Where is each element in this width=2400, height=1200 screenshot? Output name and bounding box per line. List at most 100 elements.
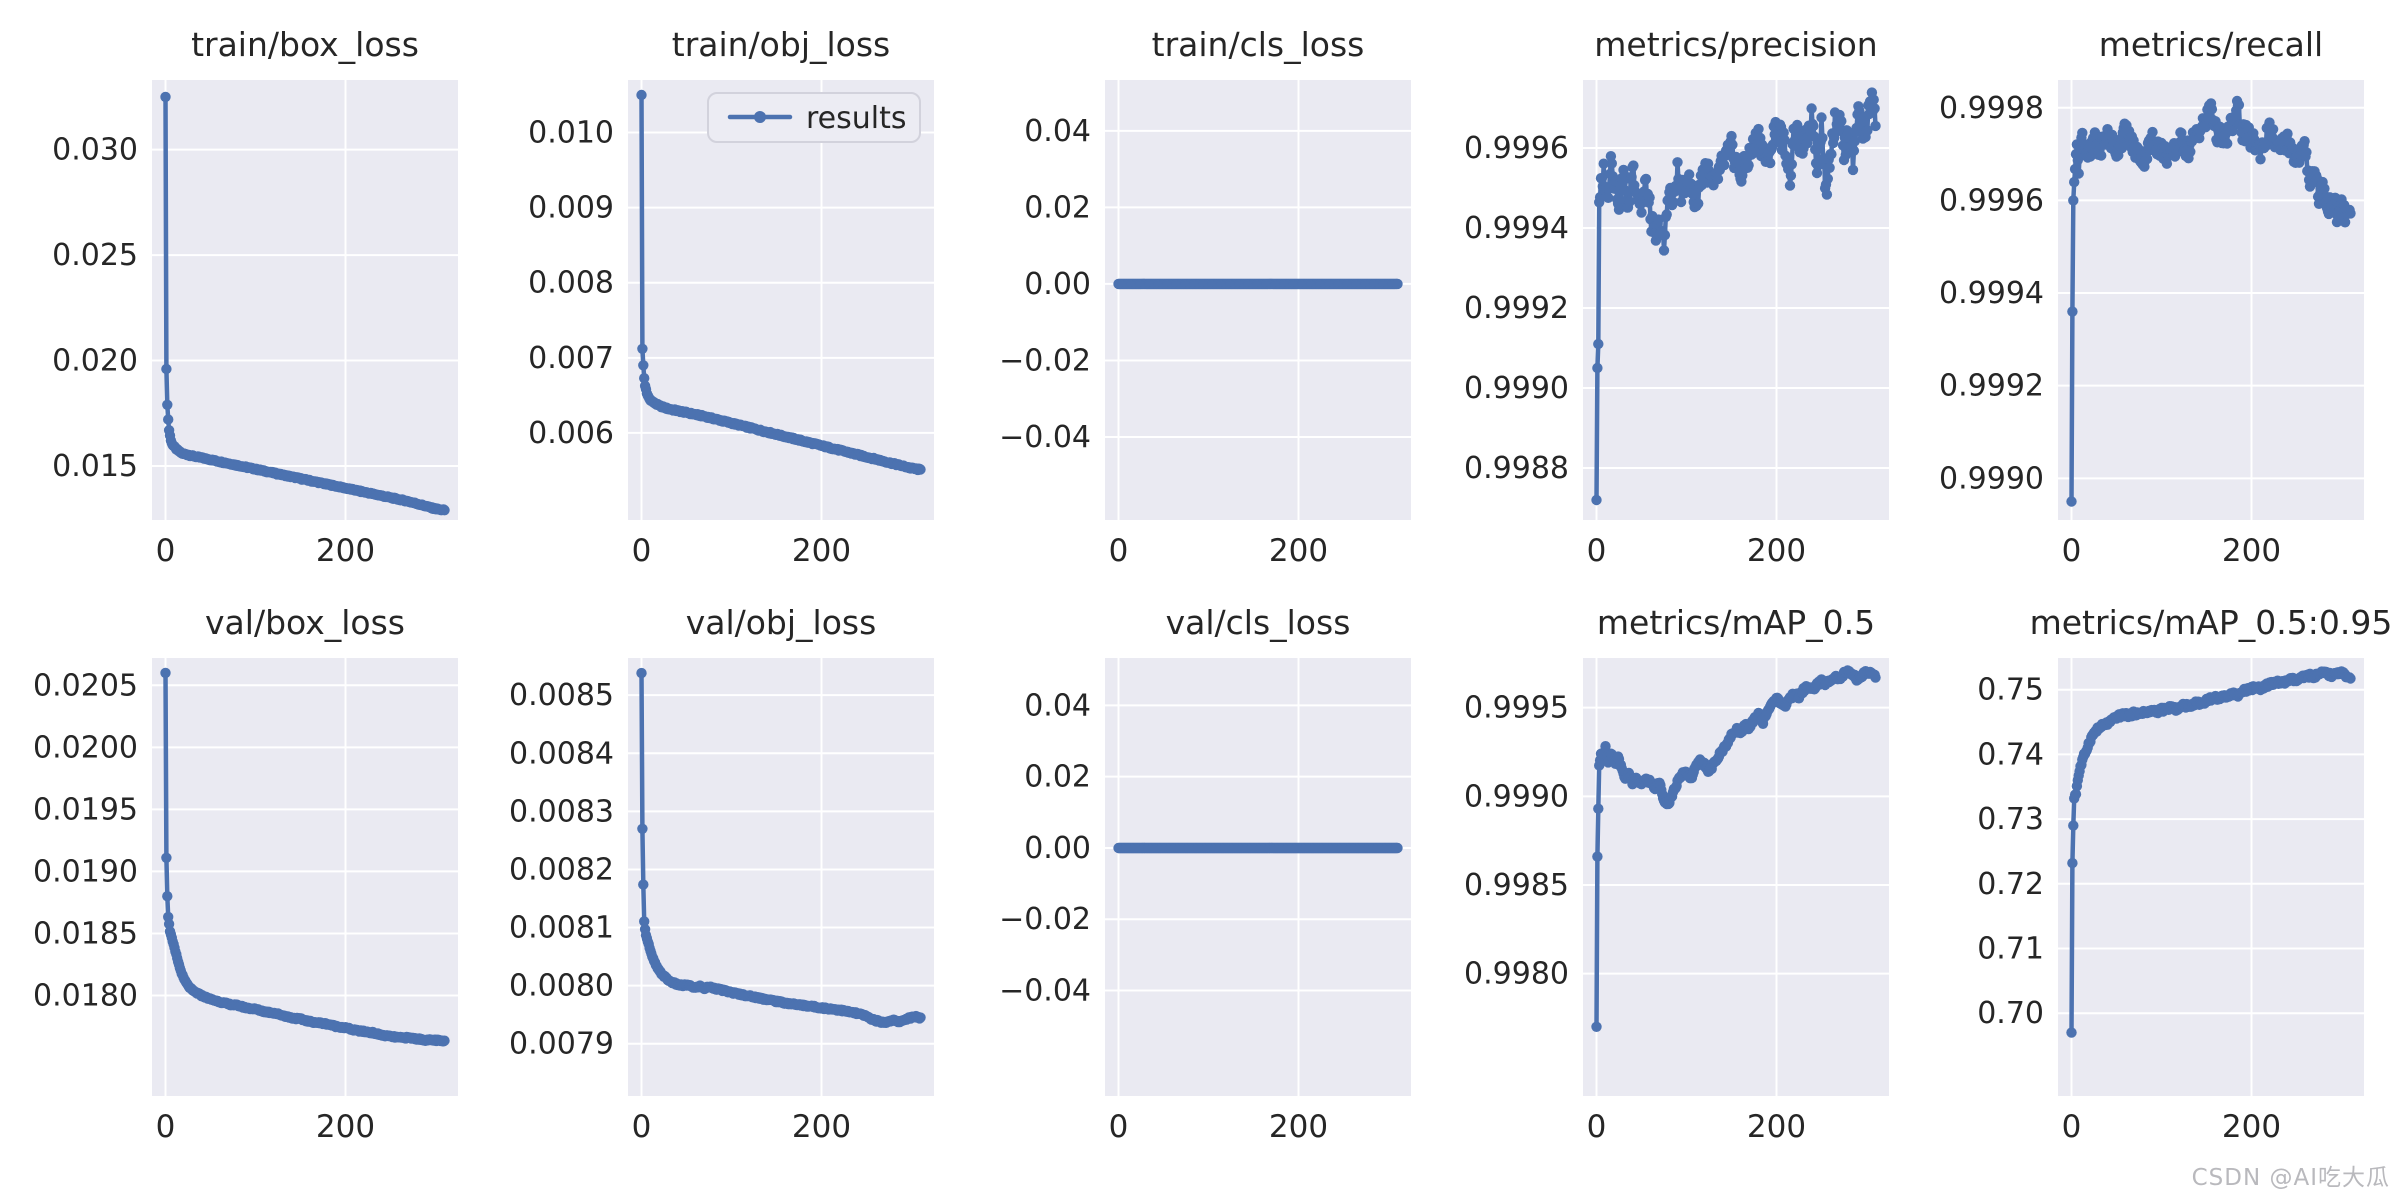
y-tick-label: 0.0200 [33, 730, 138, 765]
data-point [1592, 851, 1603, 862]
data-point [2185, 146, 2196, 157]
data-point [1784, 180, 1796, 191]
plot-panel [1105, 658, 1411, 1096]
data-point [2067, 306, 2078, 317]
x-tick-label: 0 [632, 1109, 652, 1145]
data-point [2068, 195, 2079, 206]
data-point [1603, 192, 1614, 203]
y-tick-label: 0.02 [1024, 190, 1091, 225]
data-point [2147, 126, 2158, 138]
legend-box [707, 92, 921, 143]
data-point [2066, 1027, 2077, 1038]
y-tick-label: 0.9988 [1464, 451, 1569, 486]
data-point [1743, 160, 1754, 171]
data-point [1672, 157, 1683, 168]
data-point [1392, 842, 1403, 854]
y-tick-label: 0.9992 [1464, 291, 1569, 326]
y-tick-label: 0.74 [1977, 737, 2044, 772]
series-markers [1113, 278, 1403, 290]
data-point [2068, 820, 2079, 831]
data-point [2222, 138, 2233, 149]
data-point [1836, 115, 1847, 127]
data-point [161, 852, 172, 863]
x-tick-label: 0 [1109, 1109, 1129, 1145]
data-point [1727, 139, 1738, 150]
watermark-text: CSDN @AI吃大瓜 [2191, 1165, 2390, 1191]
subplot-val-obj-loss: val/obj_loss 0.0085 0.0084 0.0083 0.0082 0.00… [509, 603, 934, 1145]
y-tick-label: 0.008 [528, 266, 614, 301]
plot-panel [2058, 80, 2364, 520]
data-point [636, 667, 647, 679]
data-point [639, 373, 650, 384]
subplot-title: metrics/recall [2099, 25, 2323, 64]
data-point [1826, 149, 1837, 160]
y-tick-label: 0.75 [1977, 673, 2044, 708]
subplot-metrics-map-0.5: metrics/mAP_0.5 0.9995 0.9990 0.9985 0.9980 0… [1464, 603, 1889, 1145]
data-point [1862, 125, 1873, 136]
y-tick-label: 0.9990 [1939, 461, 2044, 496]
data-point [1667, 196, 1679, 208]
data-point [636, 89, 647, 101]
subplot-title: metrics/precision [1594, 25, 1877, 64]
y-tick-label: 0.02 [1024, 760, 1091, 795]
y-tick-label: 0.9994 [1464, 211, 1569, 246]
data-point [1817, 132, 1828, 144]
data-point [1592, 362, 1603, 374]
data-point [1658, 245, 1670, 256]
subplot-title: val/cls_loss [1166, 603, 1351, 642]
data-point [1591, 494, 1602, 506]
y-tick-label: 0.0083 [509, 794, 614, 829]
y-tick-label: 0.72 [1977, 867, 2044, 902]
y-tick-label: 0.0205 [33, 668, 138, 703]
x-tick-label: 200 [792, 1109, 851, 1145]
data-point [1816, 112, 1827, 123]
data-point [162, 891, 173, 902]
subplot-title: metrics/mAP_0.5:0.95 [2030, 603, 2393, 642]
data-point [160, 91, 171, 103]
data-point [2069, 176, 2080, 188]
data-point [1870, 672, 1881, 683]
data-point [2255, 154, 2266, 165]
x-tick-label: 0 [632, 533, 652, 569]
data-point [163, 414, 174, 425]
y-tick-label: −0.02 [999, 902, 1091, 937]
x-tick-label: 0 [1109, 533, 1129, 569]
data-point [1786, 159, 1798, 170]
y-tick-label: 0.9998 [1939, 91, 2044, 126]
data-point [2096, 150, 2107, 161]
series-markers [1591, 665, 1881, 1032]
data-point [1659, 229, 1671, 241]
data-point [2176, 127, 2187, 139]
y-tick-label: 0.9992 [1939, 369, 2044, 404]
data-point [1636, 207, 1647, 218]
subplot-title: metrics/mAP_0.5 [1597, 603, 1875, 642]
plot-panel [1105, 80, 1411, 520]
y-tick-label: 0.0190 [33, 854, 138, 889]
data-point [1719, 159, 1730, 171]
y-tick-label: 0.030 [52, 133, 138, 168]
y-tick-label: 0.9990 [1464, 371, 1569, 406]
series-markers [2066, 666, 2356, 1038]
y-tick-label: 0.70 [1977, 996, 2044, 1031]
x-tick-label: 200 [316, 533, 375, 569]
subplot-title: train/box_loss [191, 25, 419, 64]
y-tick-label: 0.0082 [509, 852, 614, 887]
subplot-metrics-precision: metrics/precision 0.9996 0.9994 0.9992 0.999… [1464, 25, 1889, 569]
data-point [162, 399, 173, 410]
data-point [2345, 208, 2356, 219]
x-tick-label: 200 [316, 1109, 375, 1145]
data-point [1869, 103, 1880, 114]
data-point [638, 360, 649, 371]
x-tick-label: 0 [2062, 1109, 2082, 1145]
data-point [2319, 183, 2330, 194]
x-tick-label: 200 [792, 533, 851, 569]
y-tick-label: 0.9995 [1464, 691, 1569, 726]
data-point [1684, 169, 1695, 180]
y-tick-label: 0.025 [52, 238, 138, 273]
data-point [2200, 122, 2211, 133]
data-point [2299, 136, 2310, 147]
data-point [1675, 196, 1687, 208]
subplot-train-box-loss: train/box_loss 0.030 0.025 0.020 0.015 0 200 [52, 25, 458, 569]
data-point [2070, 789, 2082, 800]
